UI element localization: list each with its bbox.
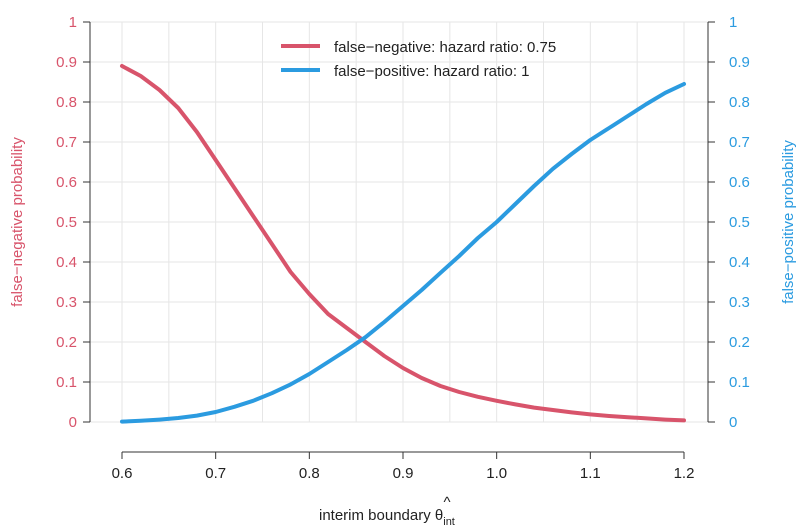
x-tick-label-1: 0.7 [205,465,226,482]
right-tick-label-2: 0.2 [729,334,750,351]
left-y-axis: 0 0.1 0.2 0.3 0.4 0.5 0.6 0.7 0.8 0.9 1 [56,14,90,431]
left-tick-label-2: 0.2 [56,334,77,351]
left-tick-label-5: 0.5 [56,214,77,231]
right-tick-label-6: 0.6 [729,174,750,191]
x-tick-label-3: 0.9 [393,465,414,482]
x-axis-title-main: interim boundary [319,507,435,524]
x-axis-title-symbol: θ [435,507,443,524]
right-tick-label-0: 0 [729,414,737,431]
left-tick-label-7: 0.7 [56,134,77,151]
left-tick-label-4: 0.4 [56,254,77,271]
x-tick-label-0: 0.6 [112,465,133,482]
left-tick-label-1: 0.1 [56,374,77,391]
right-axis-title: false−positive probability [780,140,797,304]
x-tick-label-4: 1.0 [486,465,507,482]
right-tick-label-8: 0.8 [729,94,750,111]
x-axis-title-text: interim boundary θint [319,507,455,527]
right-y-axis: 0 0.1 0.2 0.3 0.4 0.5 0.6 0.7 0.8 0.9 1 [708,14,750,431]
x-axis-title: interim boundary θint ^ [319,494,455,527]
right-tick-label-4: 0.4 [729,254,750,271]
left-tick-label-10: 1 [69,14,77,31]
gridlines [90,22,708,422]
right-tick-label-7: 0.7 [729,134,750,151]
right-tick-label-5: 0.5 [729,214,750,231]
x-tick-label-2: 0.8 [299,465,320,482]
left-tick-label-6: 0.6 [56,174,77,191]
left-tick-label-0: 0 [69,414,77,431]
x-tick-label-5: 1.1 [580,465,601,482]
legend: false−negative: hazard ratio: 0.75 false… [281,39,556,80]
x-tick-label-6: 1.2 [674,465,695,482]
legend-label-false-positive: false−positive: hazard ratio: 1 [334,63,530,80]
x-axis-title-subscript: int [443,516,455,527]
left-tick-label-9: 0.9 [56,54,77,71]
right-tick-label-3: 0.3 [729,294,750,311]
right-tick-label-1: 0.1 [729,374,750,391]
legend-label-false-negative: false−negative: hazard ratio: 0.75 [334,39,556,56]
left-axis-title: false−negative probability [9,137,26,307]
x-axis: 0.6 0.7 0.8 0.9 1.0 1.1 1.2 [112,452,695,482]
left-tick-label-8: 0.8 [56,94,77,111]
right-tick-label-10: 1 [729,14,737,31]
left-tick-label-3: 0.3 [56,294,77,311]
x-axis-title-hat: ^ [443,494,450,511]
right-tick-label-9: 0.9 [729,54,750,71]
